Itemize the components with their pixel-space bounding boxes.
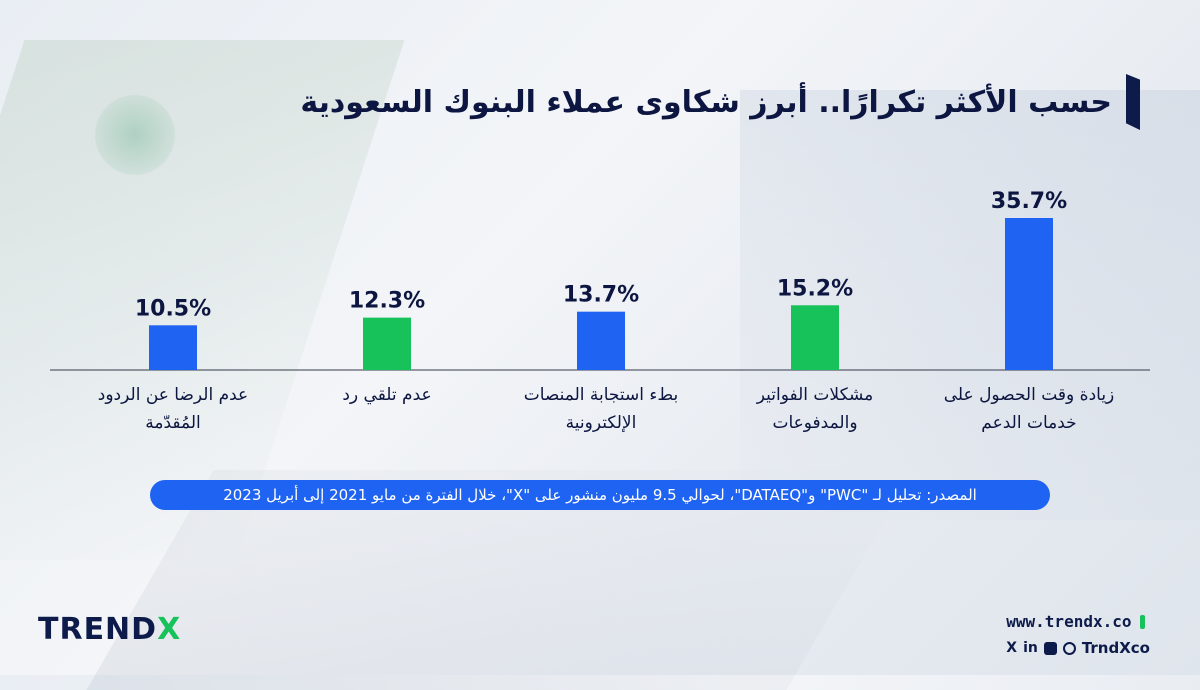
data-label: 13.7% xyxy=(563,283,639,308)
category-label: خدمات الدعم xyxy=(981,413,1076,433)
linkedin-icon[interactable]: in xyxy=(1023,640,1038,656)
bar xyxy=(363,317,411,370)
data-label: 15.2% xyxy=(777,276,853,301)
bar xyxy=(1005,218,1053,370)
category-label: عدم الرضا عن الردود xyxy=(98,385,248,405)
source-text: المصدر: تحليل لـ "PWC" و"DATAEQ"، لحوالي… xyxy=(223,486,977,504)
title-block: حسب الأكثر تكرارًا.. أبرز شكاوى عملاء ال… xyxy=(300,74,1140,130)
data-label: 10.5% xyxy=(135,296,211,321)
category-label: الإلكترونية xyxy=(566,413,637,433)
bar xyxy=(791,305,839,370)
x-icon[interactable]: X xyxy=(1006,640,1018,656)
category-label: المُقدّمة xyxy=(145,413,200,433)
category-label: عدم تلقي رد xyxy=(342,385,431,405)
url-accent-mark xyxy=(1139,614,1145,629)
logo-text: TREND xyxy=(38,612,158,647)
category-label: زيادة وقت الحصول على xyxy=(944,385,1115,405)
category-label: مشكلات الفواتير xyxy=(756,385,873,405)
footer-url: www.trendx.co xyxy=(1006,612,1150,631)
category-label: بطء استجابة المنصات xyxy=(524,385,679,405)
data-label: 12.3% xyxy=(349,289,425,314)
instagram-icon[interactable] xyxy=(1062,641,1076,655)
logo-x: X xyxy=(157,612,182,647)
footer-contact: www.trendx.co X in TrndXco xyxy=(1006,612,1150,657)
category-label: والمدفوعات xyxy=(772,413,857,433)
website-url[interactable]: www.trendx.co xyxy=(1006,612,1132,631)
trendx-logo: TRENDX xyxy=(38,612,181,647)
title-accent-bar xyxy=(1126,74,1140,130)
facebook-icon[interactable] xyxy=(1043,641,1057,655)
social-row: X in TrndXco xyxy=(1006,639,1150,657)
bar-chart: 35.7% زيادة وقت الحصول على خدمات الدعم 15.2… xyxy=(50,189,1150,433)
bar xyxy=(149,325,197,370)
source-banner: المصدر: تحليل لـ "PWC" و"DATAEQ"، لحوالي… xyxy=(150,480,1050,510)
data-label: 35.7% xyxy=(991,189,1067,214)
bar xyxy=(577,311,625,370)
chart-title: حسب الأكثر تكرارًا.. أبرز شكاوى عملاء ال… xyxy=(300,84,1112,120)
social-handle: TrndXco xyxy=(1081,639,1150,657)
